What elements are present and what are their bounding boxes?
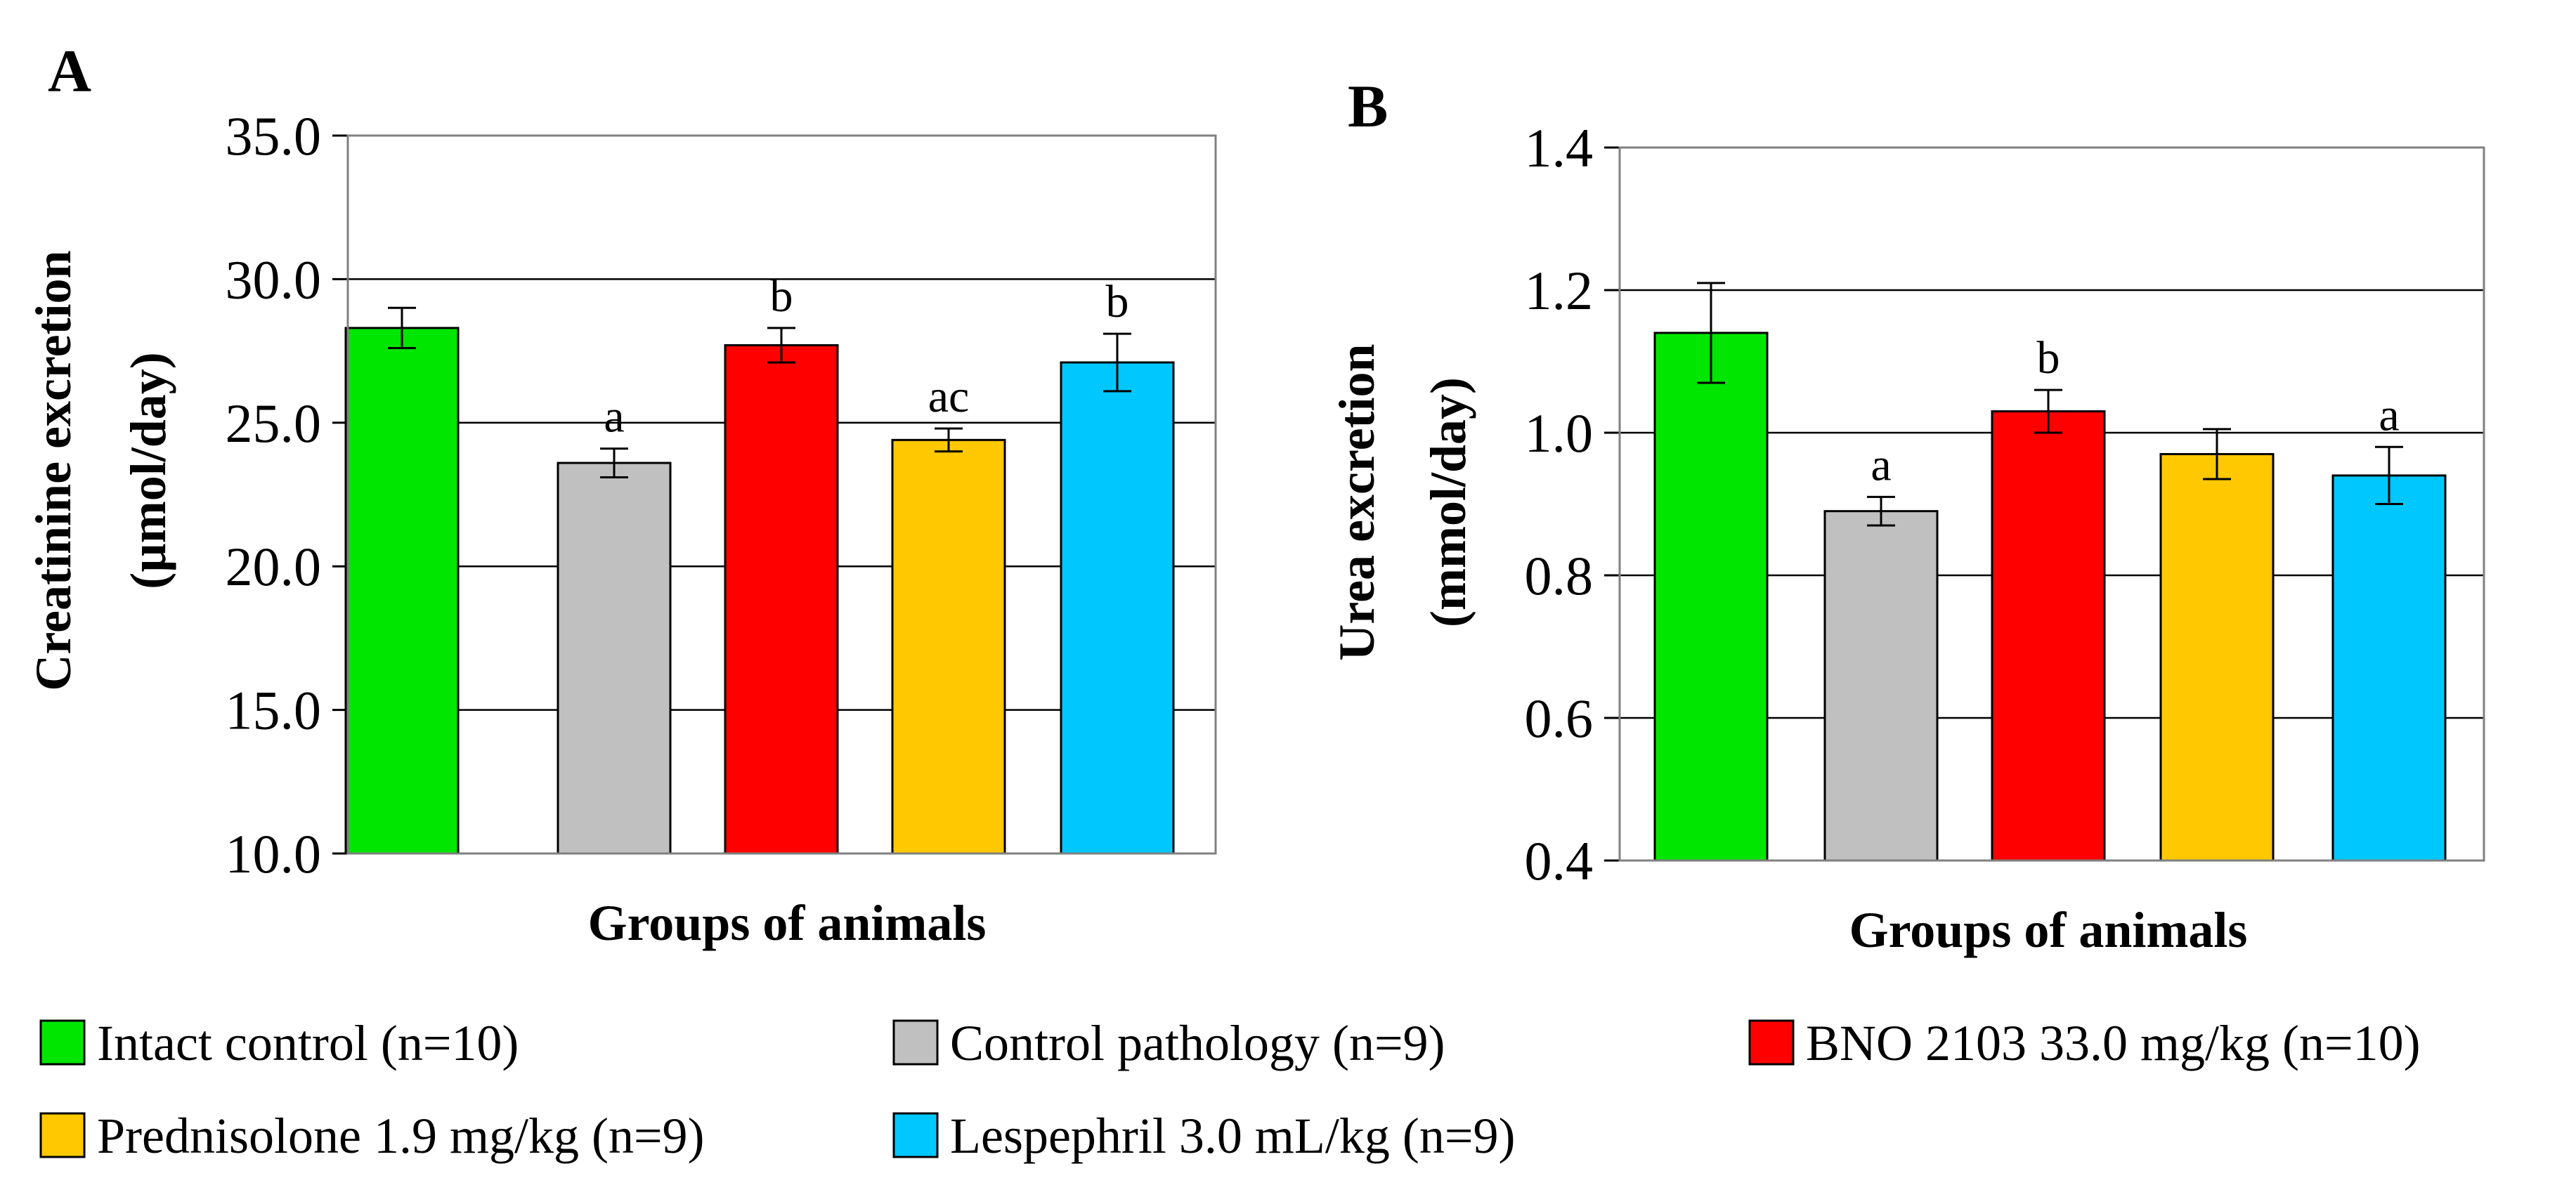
legend-swatch [892,1019,939,1066]
panel-b-letter: B [1348,72,1388,140]
y-tick-label: 15.0 [226,680,322,741]
panel-a-plot-area [346,134,1217,855]
bar [891,438,1006,855]
significance-label: b [1106,276,1129,327]
bar [1991,410,2106,862]
bar [724,344,839,855]
bar [557,462,672,855]
panel-b-xlabel: Groups of animals [1849,902,2248,958]
legend-item-prednisolone: Prednisolone 1.9 mg/kg (n=9) [39,1108,705,1164]
y-tick-label: 0.4 [1525,830,1594,891]
y-tick-label: 0.8 [1525,545,1594,606]
panel-a-ylabel-line1: Creatinine excretion [25,250,82,691]
legend-item-bno-2103: BNO 2103 33.0 mg/kg (n=10) [1748,1015,2421,1071]
panel-b-yticks: 1.4 1.2 1.0 0.8 0.6 0.4 [1525,117,1621,891]
legend-item-control-pathology: Control pathology (n=9) [892,1015,1445,1071]
panel-a-letter: A [48,37,91,105]
legend-label: Control pathology (n=9) [950,1015,1445,1071]
bar [1653,332,1769,862]
legend-label: BNO 2103 33.0 mg/kg (n=10) [1806,1015,2421,1071]
significance-label: a [604,391,624,443]
y-tick-label: 1.2 [1525,260,1594,321]
y-tick-label: 25.0 [226,393,322,454]
bar [2331,474,2447,862]
panel-b-plot-area [1618,146,2485,862]
y-tick-label: 30.0 [226,249,322,310]
significance-label: b [770,270,793,322]
panel-a-xlabel: Groups of animals [588,895,987,951]
bar [344,327,460,855]
legend: Intact control (n=10) Control pathology … [39,1015,2421,1164]
bar [1060,361,1175,855]
bar [1823,510,1939,862]
legend-swatch [39,1019,86,1066]
panel-b-ylabel-line2: (mmol/day) [1420,377,1476,627]
y-tick-label: 10.0 [226,823,322,884]
y-tick-label: 1.0 [1525,403,1594,464]
legend-swatch [892,1112,939,1158]
legend-item-intact-control: Intact control (n=10) [39,1015,519,1071]
legend-swatch [1748,1019,1795,1066]
panel-b: B Urea excretion (mmol/day) 1.4 1.2 1.0 0.8… [1329,72,2485,958]
panel-a-ylabel-line2: (µmol/day) [120,352,176,589]
legend-label: Prednisolone 1.9 mg/kg (n=9) [97,1108,705,1164]
significance-label: a [1871,439,1891,490]
y-tick-label: 0.6 [1525,688,1594,749]
y-tick-label: 35.0 [226,105,322,166]
legend-item-lespephril: Lespephril 3.0 mL/kg (n=9) [892,1108,1515,1164]
significance-label: b [2037,332,2060,384]
panel-a: A Creatinine excretion (µmol/day) 35.0 30… [25,37,1217,951]
legend-label: Lespephril 3.0 mL/kg (n=9) [950,1108,1515,1164]
significance-label: ac [928,371,970,422]
panel-b-ylabel-line1: Urea excretion [1329,344,1385,660]
legend-swatch [39,1112,86,1158]
legend-label: Intact control (n=10) [97,1015,519,1071]
y-tick-label: 20.0 [226,536,322,597]
significance-label: a [2379,389,2399,440]
panel-a-bars: a b ac b [344,270,1175,855]
panel-a-yticks: 35.0 30.0 25.0 20.0 15.0 10.0 [226,105,349,884]
y-tick-label: 1.4 [1525,117,1594,178]
bar [2159,452,2275,862]
panel-b-bars: a b a [1653,282,2447,862]
